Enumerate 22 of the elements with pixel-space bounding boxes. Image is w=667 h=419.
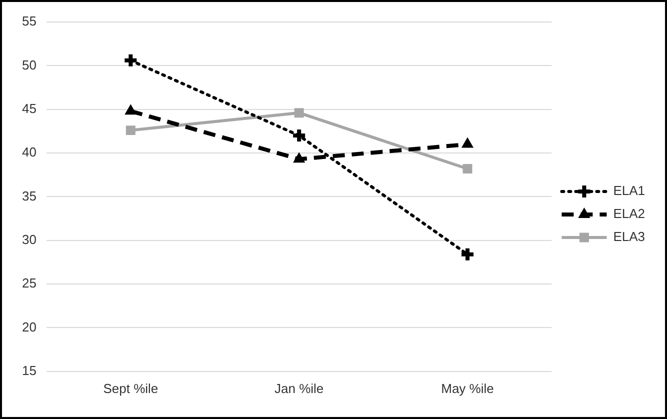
point [126,126,136,136]
x-tick-label: May %ile [441,380,494,396]
x-tick-label: Jan %ile [274,380,324,396]
legend-label: ELA2 [613,206,646,222]
point [462,164,472,174]
y-tick-label: 35 [22,188,36,204]
y-tick-label: 45 [22,100,36,116]
point [462,138,474,148]
y-tick-label: 40 [22,144,36,160]
y-tick-label: 20 [22,319,36,334]
y-tick-label: 50 [22,57,36,72]
y-tick-label: 15 [22,362,36,378]
point [124,104,136,115]
point [122,52,139,68]
legend-label: ELA1 [613,183,646,198]
legend-label: ELA3 [613,229,646,244]
y-tick-label: 55 [22,14,36,29]
y-tick-label: 30 [22,232,36,247]
point [293,152,305,163]
x-tick-label: Sept %ile [103,380,158,396]
point [294,108,304,118]
y-tick-label: 25 [22,276,36,291]
